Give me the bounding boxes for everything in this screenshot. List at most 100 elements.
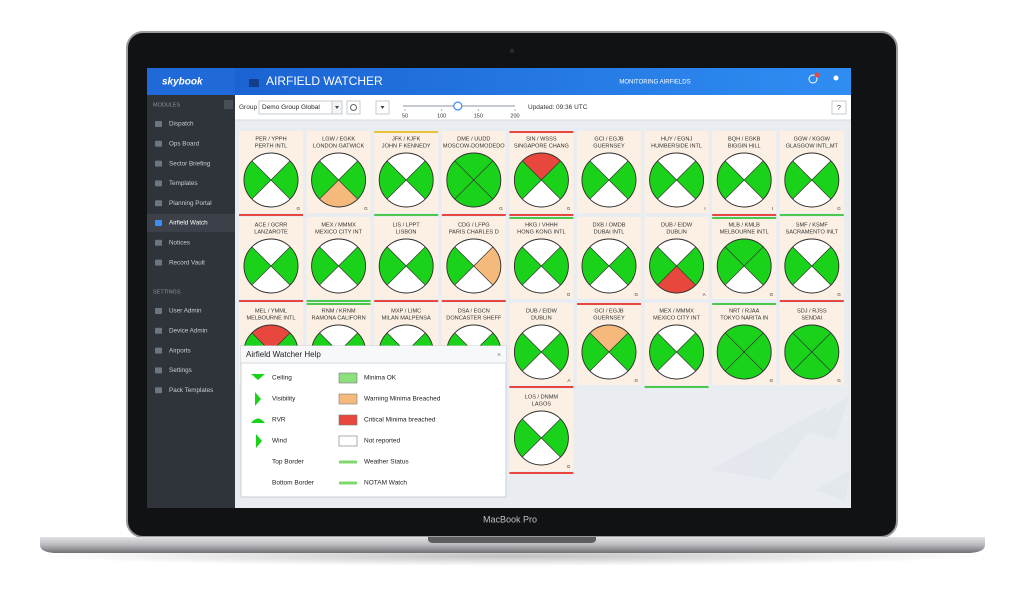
bottom-border <box>239 300 303 302</box>
legend-line <box>339 460 357 464</box>
tile-code: ACE / GCRR <box>255 222 288 228</box>
sidebar-item[interactable]: Record Vault <box>169 259 205 266</box>
tile-name: LAGOS <box>532 401 552 407</box>
tile-name: MELBOURNE INTL <box>246 315 295 321</box>
tile-ring <box>446 152 502 208</box>
tile-ring <box>311 152 367 208</box>
symbol-label: RVR <box>272 417 286 424</box>
tile-name: PARIS CHARLES D <box>449 229 499 235</box>
tile-code: DUB / EIDW <box>661 222 693 228</box>
tile-flag: G <box>837 206 841 211</box>
sidebar-item[interactable]: Sector Briefing <box>169 160 211 167</box>
select-caret <box>335 106 339 109</box>
symbol-label: Bottom Border <box>272 480 315 487</box>
help-title: Airfield Watcher Help <box>246 350 321 359</box>
logo-bar <box>147 68 235 95</box>
tile-name: JOHN F KENNEDY <box>382 143 431 149</box>
tile-code: GCI / EGJB <box>594 136 623 142</box>
slider-tick-label: 200 <box>510 113 519 119</box>
watermark <box>710 395 851 500</box>
sidebar-icon <box>155 239 162 246</box>
top-border <box>306 303 371 305</box>
tile-flag: G <box>634 378 638 383</box>
sidebar-icon <box>155 367 162 374</box>
tile-name: SACRAMENTO INLT <box>785 229 838 235</box>
sidebar-item[interactable]: Device Admin <box>169 327 208 334</box>
tile-flag: G <box>499 206 503 211</box>
sidebar-icon <box>155 220 162 226</box>
tile-flag: A <box>567 378 570 383</box>
tile-name: GUERNSEY <box>593 315 625 321</box>
legend-label: Weather Status <box>364 459 409 466</box>
updated-time: 09:36 UTC <box>556 104 588 111</box>
help-button[interactable] <box>831 100 847 115</box>
tile-code: JFK / KJFK <box>392 136 421 142</box>
sidebar-item[interactable]: Pack Templates <box>169 387 213 394</box>
header-icon <box>249 79 259 87</box>
sidebar-item[interactable]: Dispatch <box>169 121 194 128</box>
tile-ring <box>716 238 772 294</box>
tile-name: MOSCOW-DOMODEDO <box>443 143 505 149</box>
legend-swatch <box>338 372 358 384</box>
sidebar-icon <box>155 121 162 127</box>
legend-swatch <box>338 414 358 426</box>
tile-name: GLASGOW INTL,MT <box>786 143 839 149</box>
tile-name: LONDON GATWICK <box>313 143 364 149</box>
tile-ring <box>378 152 434 208</box>
tile-code: SIN / WSSS <box>526 136 557 142</box>
sidebar-item[interactable]: Airfield Watch <box>169 220 208 227</box>
sidebar-item[interactable]: Templates <box>169 180 198 187</box>
top-border <box>577 303 641 305</box>
symbol-icon <box>255 392 261 406</box>
sidebar-heading: MODULES <box>153 102 181 108</box>
tile-code: GGW / KGGW <box>794 136 831 142</box>
tile-flag: A <box>703 292 706 297</box>
tile-flag: I <box>704 206 705 211</box>
sidebar-icon <box>155 180 162 187</box>
sidebar-icon <box>155 160 162 167</box>
tile-code: DSA / EGCN <box>458 308 490 314</box>
user-icon[interactable] <box>833 75 839 81</box>
tile-name: SINGAPORE CHANG <box>514 143 569 149</box>
tile-code: DXB / OMDB <box>593 222 626 228</box>
collapse-button[interactable] <box>224 100 233 109</box>
help-close[interactable]: × <box>497 352 501 359</box>
legend-label: Not reported <box>364 438 401 445</box>
slider-knob[interactable] <box>453 101 463 111</box>
sidebar-item[interactable]: Notices <box>169 239 190 246</box>
refresh-button[interactable] <box>346 100 361 115</box>
tile-code: MEX / MMMX <box>659 308 694 314</box>
tile-code: NRT / RJAA <box>729 308 760 314</box>
group-value[interactable]: Demo Group Global <box>262 104 320 111</box>
tile-ring <box>446 238 502 294</box>
tile-ring <box>784 324 840 380</box>
sidebar-item[interactable]: Airports <box>169 347 191 354</box>
tile-flag: G <box>364 206 368 211</box>
sidebar-item[interactable]: Settings <box>169 367 192 374</box>
top-border <box>712 217 777 219</box>
sidebar-icon <box>155 387 162 394</box>
slider-tick-label: 150 <box>474 113 483 119</box>
tile-code: SDJ / RJSS <box>797 308 827 314</box>
symbol-label: Ceiling <box>272 375 292 382</box>
sidebar-icon <box>155 327 162 334</box>
menu-caret <box>380 106 385 109</box>
tile-ring <box>243 152 299 208</box>
logo: skybook <box>162 77 203 88</box>
legend-swatch <box>338 435 358 447</box>
bottom-border <box>441 214 506 216</box>
help-text[interactable]: ? <box>837 105 841 112</box>
help-dialog <box>240 345 507 498</box>
bottom-border <box>306 300 371 302</box>
bell-icon[interactable] <box>808 74 818 84</box>
sidebar-item[interactable]: User Admin <box>169 308 202 315</box>
tile-code: RNM / KRNM <box>322 308 356 314</box>
tile-code: DME / UUDD <box>457 136 490 142</box>
sidebar-item[interactable]: Ops Board <box>169 140 200 147</box>
tile-name: LISBON <box>396 229 417 235</box>
sidebar-item[interactable]: Planning Portal <box>169 200 212 207</box>
legend-label: NOTAM Watch <box>364 480 407 487</box>
tile-code: LIS / LPPT <box>393 222 421 228</box>
tile-name: HONG KONG INTL <box>517 229 565 235</box>
